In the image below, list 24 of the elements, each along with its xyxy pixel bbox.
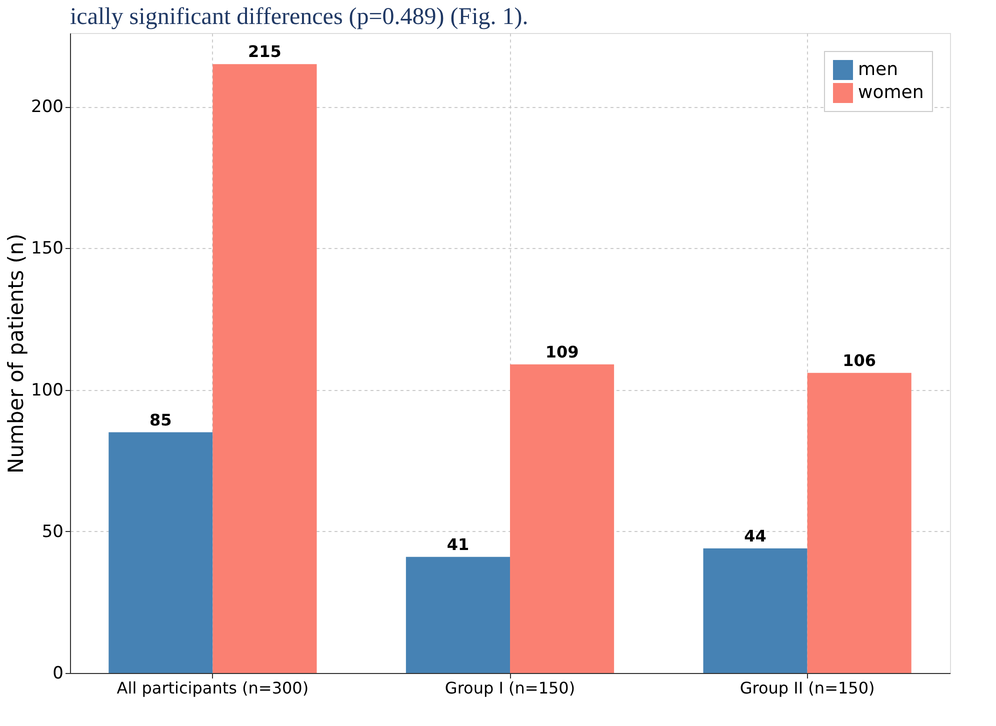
data-label: 85	[150, 410, 172, 430]
bar	[510, 364, 614, 673]
y-tick-label: 100	[31, 380, 64, 400]
y-tick-label: 50	[42, 522, 64, 542]
legend-label: men	[858, 59, 898, 80]
data-label: 109	[545, 342, 579, 362]
data-label: 106	[842, 350, 876, 370]
bar	[108, 432, 213, 673]
y-tick-label: 200	[31, 97, 64, 118]
bar	[703, 548, 808, 673]
bar	[212, 64, 317, 673]
x-tick-label: Group II (n=150)	[740, 678, 875, 698]
bar	[807, 372, 912, 673]
text: ically significant differences (p=0.489) (Fig. 1).	[70, 4, 528, 30]
data-label: 215	[248, 42, 282, 62]
data-label: 44	[744, 526, 766, 546]
legend-label: women	[858, 82, 924, 103]
y-axis-title: Number of patients (n)	[4, 234, 28, 474]
x-tick-label: Group I (n=150)	[444, 678, 576, 698]
y-tick-label: 150	[31, 238, 64, 259]
x-tick-label: All participants (n=300)	[116, 678, 309, 698]
bar	[406, 556, 510, 673]
data-label: 41	[446, 534, 470, 554]
y-tick-label: 0	[52, 664, 64, 684]
